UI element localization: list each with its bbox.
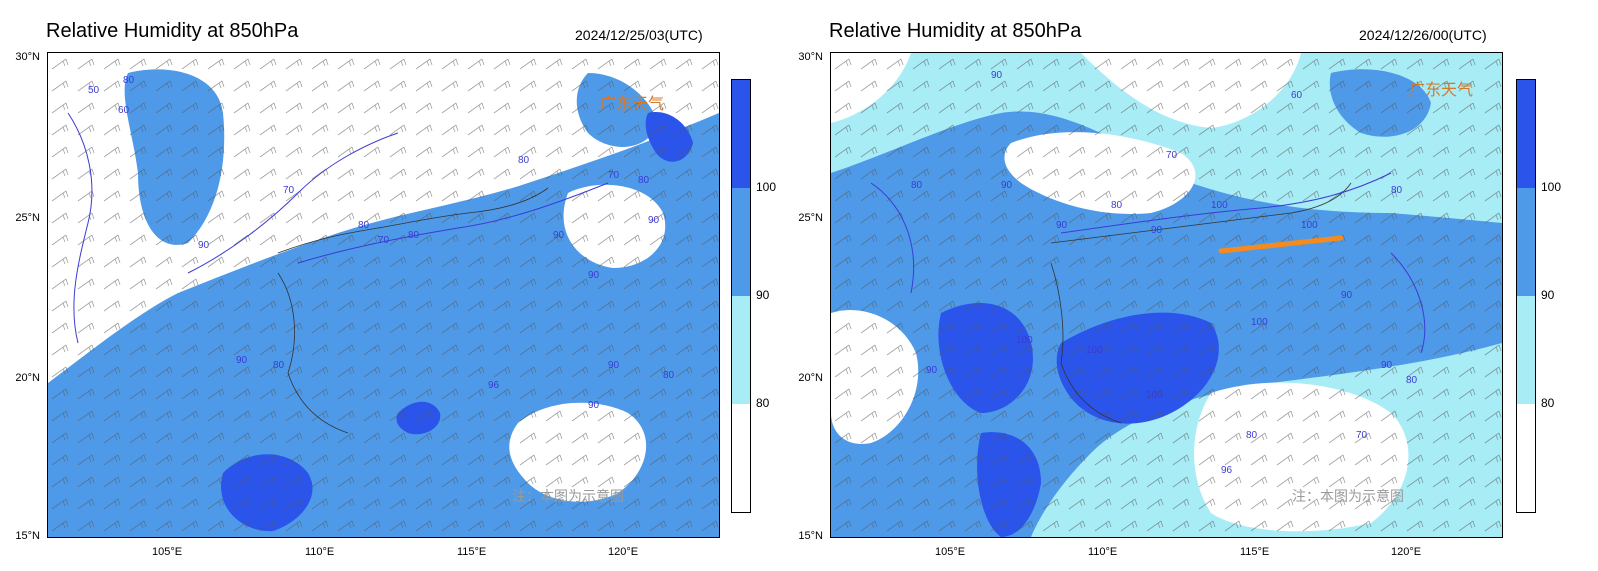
- x-tick-label: 105°E: [152, 546, 183, 558]
- x-tick-label: 120°E: [608, 546, 639, 558]
- contour-label: 80: [638, 175, 650, 186]
- panel-time: 2024/12/25/03(UTC): [575, 27, 703, 43]
- contour-label: 90: [588, 400, 600, 411]
- y-tick-label: 30°N: [15, 51, 40, 63]
- x-tick-label: 115°E: [1240, 546, 1270, 558]
- contour-label: 90: [608, 360, 620, 371]
- logo-text: 广东天气: [600, 96, 665, 113]
- colorbar: [1516, 79, 1536, 513]
- x-tick-label: 110°E: [305, 546, 335, 558]
- y-tick-label: 25°N: [798, 212, 823, 224]
- contour-label: 90: [588, 270, 600, 281]
- contour-label: 80: [408, 230, 420, 241]
- contour-label: 100: [1211, 200, 1228, 211]
- contour-label: 90: [991, 70, 1003, 81]
- contour-label: 90: [648, 215, 660, 226]
- contour-label: 80: [911, 180, 923, 191]
- contour-label: 96: [488, 380, 500, 391]
- colorbar-label: 90: [756, 288, 770, 302]
- contour-label: 60: [1291, 90, 1303, 101]
- y-tick-label: 15°N: [15, 530, 40, 542]
- y-tick-label: 15°N: [798, 530, 823, 542]
- map-area: 90 60 70 80 90 80 90 90 100 100 100 100 100 80 90 90 90 8…: [830, 52, 1503, 538]
- contour-label: 80: [518, 155, 530, 166]
- contour-label: 90: [1381, 360, 1393, 371]
- colorbar: [731, 79, 751, 513]
- map-area: 50 60 80 90 70 80 70 80 90 80 90 70 80 90 96 90 80 90 80 90: [47, 52, 720, 538]
- y-tick-label: 20°N: [798, 372, 823, 384]
- contour-label: 90: [198, 240, 210, 251]
- contour-label: 80: [358, 220, 370, 231]
- panel-left: Relative Humidity at 850hPa 2024/12/25/0…: [15, 20, 777, 558]
- contour-label: 90: [926, 365, 938, 376]
- contour-label: 90: [1056, 220, 1068, 231]
- contour-label: 50: [88, 85, 100, 96]
- contour-label: 90: [1341, 290, 1353, 301]
- contour-label: 70: [1166, 150, 1178, 161]
- logo-text: 广东天气: [1409, 82, 1474, 99]
- contour-label: 90: [553, 230, 565, 241]
- contour-label: 80: [1406, 375, 1418, 386]
- x-tick-label: 120°E: [1391, 546, 1422, 558]
- panel-time: 2024/12/26/00(UTC): [1359, 27, 1487, 43]
- y-tick-label: 30°N: [798, 51, 823, 63]
- x-tick-label: 110°E: [1088, 546, 1118, 558]
- contour-label: 100: [1251, 317, 1268, 328]
- contour-label: 90: [1151, 225, 1163, 236]
- contour-label: 100: [1016, 335, 1033, 346]
- humidity-field: 90 60 70 80 90 80 90 90 100 100 100 100 100 80 90 90 90 8…: [831, 53, 1502, 537]
- disclaimer-note: 注：本图为示意图: [1292, 488, 1404, 504]
- y-tick-label: 20°N: [15, 372, 40, 384]
- humidity-field: 50 60 80 90 70 80 70 80 90 80 90 70 80 90 96 90 80 90 80 90: [48, 53, 719, 537]
- colorbar-label: 90: [1541, 288, 1555, 302]
- contour-label: 100: [1146, 390, 1163, 401]
- contour-label: 70: [608, 170, 620, 181]
- contour-label: 60: [118, 105, 130, 116]
- panel-title: Relative Humidity at 850hPa: [829, 20, 1082, 42]
- y-tick-label: 25°N: [15, 212, 40, 224]
- colorbar-label: 100: [756, 180, 777, 194]
- contour-label: 80: [1391, 185, 1403, 196]
- contour-label: 100: [1301, 220, 1318, 231]
- contour-label: 80: [273, 360, 285, 371]
- contour-label: 70: [378, 235, 390, 246]
- contour-label: 70: [1356, 430, 1368, 441]
- panel-title: Relative Humidity at 850hPa: [46, 20, 299, 42]
- colorbar-label: 100: [1541, 180, 1562, 194]
- contour-label: 80: [1111, 200, 1123, 211]
- contour-label: 96: [1221, 465, 1233, 476]
- contour-label: 80: [663, 370, 675, 381]
- colorbar-label: 80: [756, 396, 770, 410]
- colorbar-label: 80: [1541, 396, 1555, 410]
- contour-label: 70: [283, 185, 295, 196]
- contour-label: 90: [1001, 180, 1013, 191]
- panel-right: Relative Humidity at 850hPa 2024/12/26/0…: [798, 0, 1598, 571]
- contour-label: 100: [1086, 345, 1103, 356]
- x-tick-label: 115°E: [457, 546, 487, 558]
- contour-label: 80: [1246, 430, 1258, 441]
- disclaimer-note: 注：本图为示意图: [512, 488, 624, 504]
- contour-label: 90: [236, 355, 248, 366]
- x-tick-label: 105°E: [935, 546, 966, 558]
- contour-label: 80: [123, 75, 135, 86]
